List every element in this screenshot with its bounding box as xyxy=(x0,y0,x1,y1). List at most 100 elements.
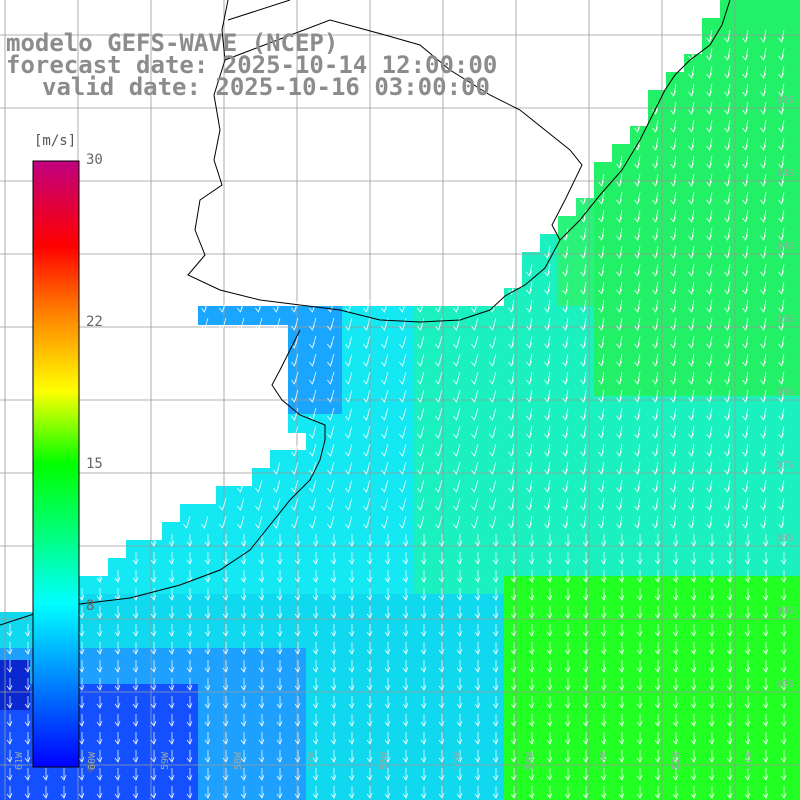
lat-label: 32S xyxy=(775,95,794,106)
wind-cell xyxy=(612,234,631,253)
wind-cell xyxy=(648,666,667,685)
wind-arrow xyxy=(760,119,767,133)
wind-cell xyxy=(666,414,685,433)
wind-arrow xyxy=(670,173,677,187)
wind-cell xyxy=(738,432,757,451)
wind-cell xyxy=(756,234,775,253)
wind-cell xyxy=(720,774,739,793)
wind-cell xyxy=(738,36,757,55)
wind-cell xyxy=(576,522,595,541)
wind-arrow xyxy=(438,696,445,709)
wind-cell xyxy=(522,324,541,343)
wind-arrow xyxy=(276,678,283,691)
wind-cell xyxy=(648,558,667,577)
wind-cell xyxy=(594,630,613,649)
wind-cell xyxy=(180,558,199,577)
wind-arrow xyxy=(222,678,229,691)
wind-arrow xyxy=(474,750,481,763)
wind-cell xyxy=(414,648,433,667)
wind-arrow xyxy=(453,371,461,385)
wind-cell xyxy=(738,324,757,343)
wind-arrow xyxy=(168,678,175,691)
wind-cell xyxy=(558,378,577,397)
wind-cell xyxy=(684,252,703,271)
wind-arrow xyxy=(760,281,767,295)
wind-cell xyxy=(720,486,739,505)
wind-cell xyxy=(234,576,253,595)
wind-arrow xyxy=(348,552,355,565)
wind-arrow xyxy=(652,515,659,529)
wind-cell xyxy=(54,774,73,793)
wind-cell xyxy=(126,720,145,739)
wind-cell xyxy=(720,756,739,775)
wind-arrow xyxy=(528,714,535,727)
wind-cell xyxy=(630,684,649,703)
wind-arrow xyxy=(240,642,247,655)
wind-cell xyxy=(702,522,721,541)
wind-cell xyxy=(738,144,757,163)
wind-arrow xyxy=(616,515,623,529)
wind-arrow xyxy=(276,786,283,799)
wind-arrow xyxy=(582,534,589,547)
wind-arrow xyxy=(327,407,335,421)
wind-cell xyxy=(774,396,793,415)
wind-cell xyxy=(414,594,433,613)
wind-cell xyxy=(486,558,505,577)
wind-cell xyxy=(216,756,235,775)
wind-cell xyxy=(648,738,667,757)
wind-cell xyxy=(288,360,307,379)
wind-cell xyxy=(324,432,343,451)
wind-cell xyxy=(756,648,775,667)
wind-arrow xyxy=(742,47,749,61)
wind-arrow xyxy=(708,732,715,745)
wind-cell xyxy=(738,576,757,595)
wind-arrow xyxy=(706,173,713,187)
wind-arrow xyxy=(598,299,605,313)
wind-cell xyxy=(666,486,685,505)
wind-arrow xyxy=(276,732,283,745)
wind-arrow xyxy=(726,660,733,673)
wind-cell xyxy=(792,288,800,307)
wind-arrow xyxy=(168,768,175,781)
wind-arrow xyxy=(724,245,731,259)
wind-arrow xyxy=(114,768,121,781)
wind-arrow xyxy=(724,281,731,295)
wind-cell xyxy=(558,234,577,253)
wind-arrow xyxy=(366,570,373,583)
wind-arrow xyxy=(438,786,445,799)
wind-arrow xyxy=(453,515,461,529)
wind-cell xyxy=(666,594,685,613)
wind-arrow xyxy=(706,299,713,313)
wind-arrow xyxy=(742,245,749,259)
wind-arrow xyxy=(780,732,787,745)
wind-cell xyxy=(504,432,523,451)
wind-arrow xyxy=(672,624,679,637)
wind-cell xyxy=(612,702,631,721)
wind-cell xyxy=(774,288,793,307)
wind-arrow xyxy=(222,768,229,781)
wind-cell xyxy=(738,486,757,505)
wind-arrow xyxy=(489,497,497,511)
wind-cell xyxy=(432,540,451,559)
wind-arrow xyxy=(742,101,749,115)
wind-cell xyxy=(234,306,253,325)
wind-arrow xyxy=(471,443,479,457)
wind-cell xyxy=(468,432,487,451)
wind-cell xyxy=(522,540,541,559)
wind-cell xyxy=(738,396,757,415)
wind-arrow xyxy=(670,389,677,403)
wind-arrow xyxy=(312,678,319,691)
wind-arrow xyxy=(489,479,497,493)
wind-cell xyxy=(738,792,757,800)
wind-cell xyxy=(756,720,775,739)
wind-arrow xyxy=(580,299,587,313)
wind-arrow xyxy=(706,461,713,475)
wind-cell xyxy=(252,486,271,505)
wind-arrow xyxy=(78,642,85,655)
wind-cell xyxy=(738,54,757,73)
wind-cell xyxy=(720,306,739,325)
wind-cell xyxy=(612,612,631,631)
wind-cell xyxy=(126,666,145,685)
wind-arrow xyxy=(618,642,625,655)
wind-cell xyxy=(324,738,343,757)
